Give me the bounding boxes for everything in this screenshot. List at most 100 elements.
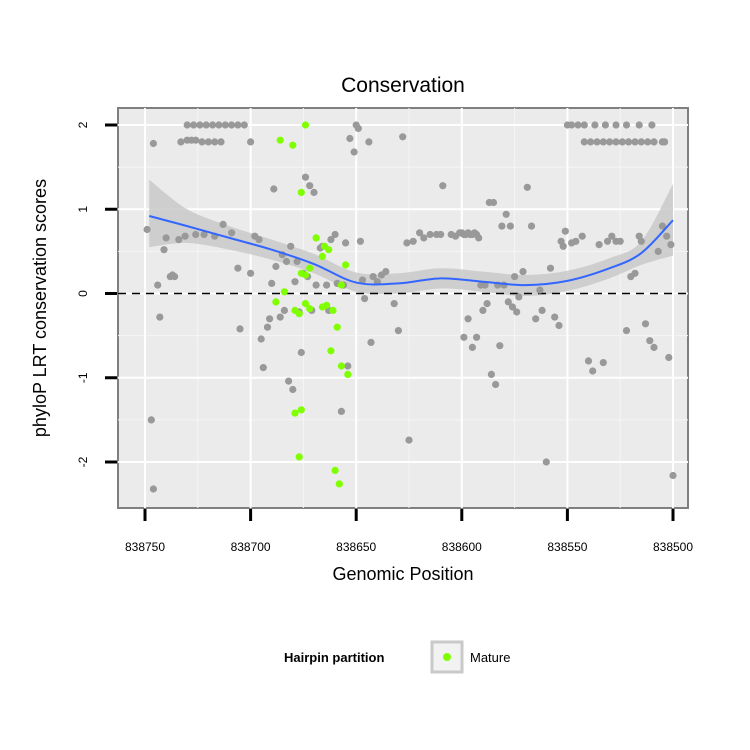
other-point [603, 237, 612, 245]
other-point [460, 333, 468, 341]
mature-point [301, 300, 310, 308]
other-point [669, 471, 677, 480]
y-tick-label: 1 [76, 206, 90, 213]
other-point [228, 121, 236, 129]
other-point [337, 407, 345, 415]
other-point [637, 138, 645, 146]
other-point [587, 138, 595, 146]
mature-point [329, 306, 337, 314]
other-point [409, 237, 417, 245]
other-point [280, 306, 288, 314]
other-point [175, 236, 183, 244]
other-point [217, 138, 225, 146]
other-point [287, 242, 295, 250]
mature-point [276, 136, 284, 144]
mature-point [289, 141, 297, 149]
other-point [301, 173, 310, 181]
other-point [580, 121, 588, 129]
other-point [635, 121, 643, 129]
other-point [663, 232, 671, 240]
other-point [171, 273, 179, 281]
other-point [190, 121, 198, 129]
mature-point [318, 252, 326, 260]
other-point [523, 183, 531, 191]
other-point [555, 321, 563, 330]
other-point [489, 198, 498, 207]
other-point [426, 230, 434, 239]
other-point [559, 242, 567, 250]
other-point [354, 124, 362, 132]
mature-point [337, 281, 345, 289]
other-point [439, 182, 447, 190]
other-point [496, 342, 504, 350]
other-point [297, 348, 305, 357]
other-point [209, 121, 217, 129]
other-point [601, 121, 610, 129]
x-tick-label: 838750 [125, 540, 165, 554]
other-point [546, 264, 555, 272]
other-point [498, 222, 506, 230]
other-point [270, 185, 278, 193]
other-point [538, 306, 546, 314]
other-point [344, 362, 352, 370]
other-point [266, 315, 274, 323]
points-layer [143, 121, 677, 493]
other-point [515, 293, 523, 301]
other-point [510, 273, 519, 281]
other-point [306, 182, 314, 190]
other-point [464, 315, 472, 323]
mature-point [331, 466, 339, 474]
other-point [310, 188, 318, 196]
other-point [532, 315, 540, 323]
other-point [667, 241, 675, 249]
other-point [143, 225, 151, 234]
y-axis-title: phyloP LRT conservation scores [30, 179, 50, 437]
other-point [356, 237, 364, 245]
other-point [572, 237, 580, 245]
other-point [327, 236, 335, 244]
other-point [255, 236, 263, 244]
other-point [361, 295, 369, 303]
other-point [661, 138, 669, 146]
chart-title: Conservation [341, 74, 465, 97]
y-tick-label: -2 [76, 456, 90, 467]
other-point [346, 134, 354, 143]
other-point [487, 370, 495, 378]
other-point [240, 121, 248, 129]
other-point [259, 364, 267, 372]
other-point [513, 308, 521, 316]
x-tick-label: 838500 [653, 540, 693, 554]
other-point [196, 121, 204, 129]
other-point [665, 353, 673, 362]
other-point [282, 257, 291, 266]
mature-point [325, 246, 333, 254]
mature-point [295, 453, 303, 461]
other-point [367, 338, 375, 346]
other-point [268, 279, 276, 287]
other-point [350, 148, 358, 156]
other-point [631, 269, 639, 277]
other-point [221, 121, 229, 129]
other-point [416, 229, 424, 237]
other-point [204, 138, 212, 146]
other-point [147, 416, 155, 424]
mature-point [301, 271, 310, 279]
other-point [641, 320, 650, 328]
other-point [405, 436, 413, 444]
other-point [646, 337, 654, 345]
other-point [312, 281, 320, 289]
other-point [365, 138, 373, 146]
other-point [527, 222, 536, 230]
other-point [149, 139, 157, 148]
other-point [399, 133, 407, 141]
other-point [437, 230, 445, 239]
legend: Hairpin partition Mature [284, 640, 510, 674]
other-point [519, 268, 527, 276]
mature-point [301, 121, 310, 129]
other-point [483, 300, 491, 308]
mature-point [297, 406, 305, 414]
other-point [473, 333, 481, 341]
x-axis: 838750 838700 838650 838600 838550 838500 [125, 509, 693, 554]
other-point [247, 269, 255, 277]
